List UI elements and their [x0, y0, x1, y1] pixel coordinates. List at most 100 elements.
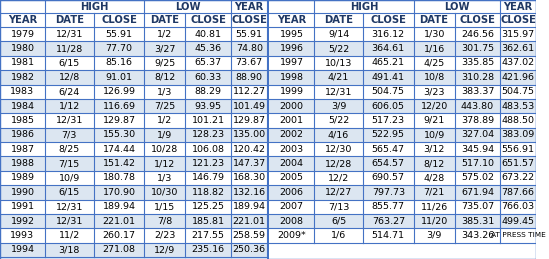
Bar — [144, 185, 186, 199]
Bar — [186, 156, 231, 171]
Bar — [231, 41, 267, 56]
Text: 855.77: 855.77 — [372, 202, 405, 211]
Text: 250.36: 250.36 — [233, 245, 266, 254]
Bar — [363, 156, 413, 171]
Bar — [501, 185, 536, 199]
Bar — [314, 156, 363, 171]
Bar — [186, 56, 231, 70]
Text: 235.16: 235.16 — [192, 245, 225, 254]
Text: 221.01: 221.01 — [103, 217, 136, 226]
Bar — [45, 113, 94, 128]
Text: 5/22: 5/22 — [328, 44, 349, 53]
Text: 73.67: 73.67 — [236, 59, 263, 67]
Bar — [231, 228, 267, 243]
Text: 147.37: 147.37 — [233, 159, 266, 168]
Text: 93.95: 93.95 — [195, 102, 222, 111]
Text: 1/3: 1/3 — [157, 174, 172, 182]
Bar — [231, 0, 267, 13]
Text: 1998: 1998 — [279, 73, 304, 82]
Text: 221.01: 221.01 — [233, 217, 266, 226]
Bar — [269, 228, 314, 243]
Bar — [501, 0, 536, 13]
Bar — [144, 70, 186, 84]
Text: LOW: LOW — [444, 2, 470, 11]
Text: 1/30: 1/30 — [423, 30, 445, 39]
Bar — [363, 27, 413, 41]
Bar — [45, 228, 94, 243]
Text: CLOSE: CLOSE — [500, 15, 536, 25]
Bar — [144, 56, 186, 70]
Text: 1993: 1993 — [10, 231, 35, 240]
Text: 1994: 1994 — [10, 245, 35, 254]
Text: 2008: 2008 — [279, 217, 304, 226]
Bar — [269, 56, 314, 70]
Bar — [94, 56, 144, 70]
Bar — [0, 185, 45, 199]
Bar — [501, 214, 536, 228]
Text: 12/27: 12/27 — [325, 188, 352, 197]
Bar — [0, 199, 45, 214]
Bar — [144, 228, 186, 243]
Text: 421.96: 421.96 — [502, 73, 535, 82]
Text: 8/25: 8/25 — [59, 145, 80, 154]
Bar — [314, 142, 363, 156]
Text: 797.73: 797.73 — [372, 188, 405, 197]
Bar — [501, 99, 536, 113]
Bar — [144, 0, 231, 13]
Bar — [186, 70, 231, 84]
Text: 10/8: 10/8 — [423, 73, 445, 82]
Bar — [231, 13, 267, 27]
Text: 1984: 1984 — [10, 102, 35, 111]
Text: HIGH: HIGH — [81, 2, 109, 11]
Bar — [501, 41, 536, 56]
Bar — [269, 27, 314, 41]
Bar — [0, 56, 45, 70]
Bar — [269, 185, 314, 199]
Text: 488.50: 488.50 — [502, 116, 535, 125]
Bar — [144, 199, 186, 214]
Text: 499.45: 499.45 — [502, 217, 535, 226]
Bar — [45, 185, 94, 199]
Bar — [0, 84, 45, 99]
Text: 301.75: 301.75 — [461, 44, 494, 53]
Text: 129.87: 129.87 — [233, 116, 266, 125]
Bar — [231, 84, 267, 99]
Bar — [501, 84, 536, 99]
Text: 335.85: 335.85 — [461, 59, 494, 67]
Bar — [363, 113, 413, 128]
Text: 77.70: 77.70 — [105, 44, 132, 53]
Text: 74.80: 74.80 — [236, 44, 263, 53]
Text: 118.82: 118.82 — [192, 188, 225, 197]
Bar — [231, 214, 267, 228]
Text: 1/12: 1/12 — [154, 159, 176, 168]
Bar — [269, 84, 314, 99]
Text: 88.29: 88.29 — [195, 87, 222, 96]
Text: 2003: 2003 — [279, 145, 304, 154]
Text: 8/12: 8/12 — [423, 159, 445, 168]
Text: 1981: 1981 — [10, 59, 35, 67]
Text: 101.49: 101.49 — [233, 102, 266, 111]
Bar — [501, 142, 536, 156]
Bar — [144, 113, 186, 128]
Text: 443.80: 443.80 — [461, 102, 494, 111]
Text: CLOSE: CLOSE — [101, 15, 137, 25]
Bar — [45, 171, 94, 185]
Bar — [455, 56, 501, 70]
Text: 168.30: 168.30 — [233, 174, 266, 182]
Bar — [94, 41, 144, 56]
Bar — [314, 171, 363, 185]
Bar — [363, 70, 413, 84]
Bar — [0, 113, 45, 128]
Text: 125.25: 125.25 — [192, 202, 225, 211]
Text: DATE: DATE — [55, 15, 84, 25]
Text: 1991: 1991 — [10, 202, 35, 211]
Text: 258.59: 258.59 — [233, 231, 266, 240]
Text: 315.97: 315.97 — [501, 30, 535, 39]
Text: 556.91: 556.91 — [502, 145, 535, 154]
Text: 7/21: 7/21 — [423, 188, 445, 197]
Bar — [144, 99, 186, 113]
Text: 12/31: 12/31 — [55, 202, 83, 211]
Bar — [45, 199, 94, 214]
Text: 3/9: 3/9 — [331, 102, 346, 111]
Bar — [45, 27, 94, 41]
